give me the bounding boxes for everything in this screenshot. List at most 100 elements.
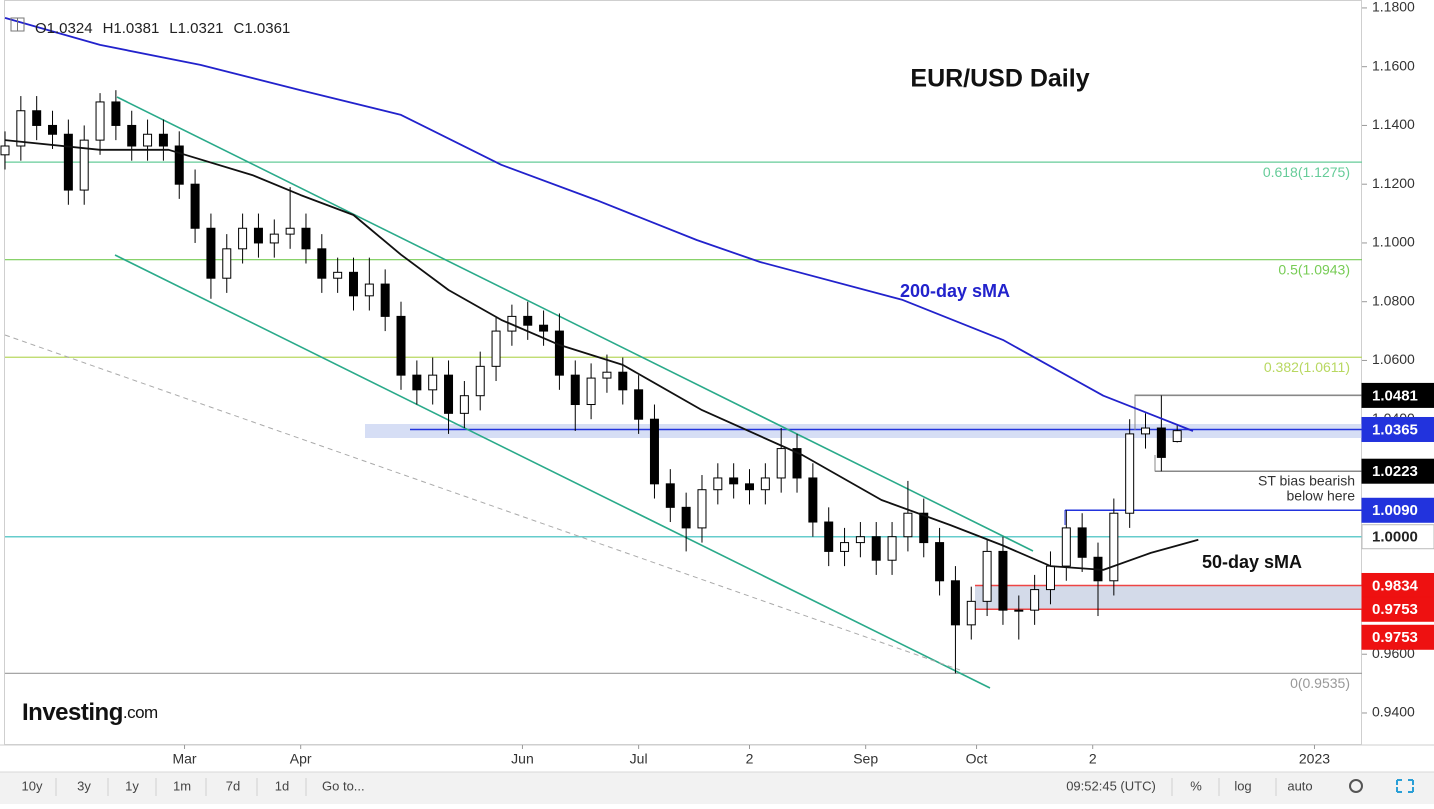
candle-body	[16, 110, 26, 147]
candle-body	[1045, 565, 1055, 591]
x-tick-label: Apr	[290, 751, 312, 767]
candle-body	[966, 600, 976, 626]
price-tags: 1.0481 1.0365 1.0223 1.0090 1.0000 0.9834 0.97…	[1361, 382, 1434, 650]
candle-body	[824, 521, 834, 552]
candle-body	[475, 365, 485, 397]
support-band	[365, 424, 1362, 438]
candle-body	[919, 512, 929, 544]
candle-body	[950, 580, 960, 626]
candle-body	[190, 183, 200, 229]
fib-label: 0(0.9535)	[1290, 675, 1350, 691]
candle-body	[792, 448, 802, 479]
candle-body	[63, 133, 73, 191]
logo: Investing.com	[22, 699, 158, 726]
candle-body	[681, 506, 691, 529]
high-connector	[1134, 394, 1362, 430]
candle-body	[523, 315, 533, 326]
candle-body	[348, 271, 358, 297]
y-tick-label: 1.1000	[1372, 234, 1415, 250]
zone	[975, 585, 1362, 610]
y-tick-label: 1.1400	[1372, 116, 1415, 132]
y-tick-label: 1.1800	[1372, 0, 1415, 15]
option-button[interactable]: %	[1190, 778, 1202, 793]
candle-body	[143, 133, 153, 147]
candle-body	[111, 101, 121, 126]
range-button[interactable]: 1y	[125, 778, 139, 793]
candle-body	[428, 374, 438, 391]
candle-body	[887, 536, 897, 561]
x-tick-label: 2023	[1299, 751, 1330, 767]
candle-body	[729, 477, 739, 485]
ohlc-header: O1.0324 H1.0381 L1.0321 C1.0361	[35, 20, 290, 37]
toolbar-bg	[0, 772, 1434, 804]
candle-body	[0, 145, 10, 156]
ohlc-key: L	[169, 20, 177, 37]
price-tag-label: 1.0481	[1372, 387, 1418, 404]
y-tick-label: 0.9400	[1372, 704, 1415, 720]
candle-body	[333, 271, 343, 279]
x-tick-label: Jul	[630, 751, 648, 767]
candle-body	[697, 489, 707, 529]
moving-averages	[4, 17, 1199, 571]
price-tag	[1361, 624, 1434, 650]
x-tick-label: Sep	[853, 751, 878, 767]
candle-body	[649, 418, 659, 485]
candle-body	[1172, 430, 1182, 443]
clock: 09:52:45 (UTC)	[1066, 778, 1156, 793]
candle-body	[269, 233, 279, 244]
ohlc-key: O	[35, 20, 47, 37]
candle-body	[1125, 433, 1135, 514]
price-tag-label: 1.0365	[1372, 421, 1418, 438]
range-button[interactable]: 1d	[275, 778, 289, 793]
annotation: ST bias bearish	[1258, 473, 1355, 489]
price-tag	[1361, 596, 1434, 622]
option-button[interactable]: auto	[1287, 778, 1312, 793]
labels: O1.0324 H1.0381 L1.0321 C1.0361 EUR/USD Dai…	[10, 17, 1356, 726]
sma50-label: 50-day sMA	[1202, 552, 1302, 572]
expand[interactable]	[1396, 779, 1414, 793]
gear[interactable]	[1349, 779, 1363, 793]
y-tick-label: 1.1200	[1372, 175, 1415, 191]
dashed-trend	[4, 334, 961, 671]
price-tag	[1361, 458, 1434, 484]
candle-body	[1077, 527, 1087, 558]
candle-body	[840, 542, 850, 552]
candle-body	[713, 477, 723, 491]
range-button[interactable]: 10y	[22, 778, 43, 793]
option-button[interactable]: log	[1234, 778, 1251, 793]
annotation: below here	[1287, 488, 1356, 504]
ohlc-value: 1.0381	[113, 20, 159, 37]
candle-body	[871, 536, 881, 561]
candle-body	[396, 315, 406, 376]
price-tag	[1361, 524, 1434, 550]
candle-body	[1030, 589, 1040, 611]
x-tick-label: 2	[1089, 751, 1097, 767]
candles	[0, 90, 1182, 674]
candle-body	[32, 110, 42, 126]
logo-name: Investing	[22, 699, 123, 726]
candle-body	[491, 330, 501, 367]
range-button[interactable]: 7d	[226, 778, 240, 793]
candle-body	[1014, 609, 1024, 612]
y-tick-label: 1.1600	[1372, 57, 1415, 73]
price-tag-label: 1.0090	[1372, 502, 1418, 519]
expand-icon[interactable]	[1396, 779, 1414, 793]
settings-icon[interactable]	[1349, 779, 1363, 793]
range-button[interactable]: 1m	[173, 778, 191, 793]
candle-body	[618, 371, 628, 391]
price-tag-label: 0.9753	[1372, 629, 1418, 646]
candle-body	[539, 324, 549, 332]
candle-body	[444, 374, 454, 414]
trend-lines	[4, 96, 1362, 689]
candle-body	[570, 374, 580, 406]
price-tag	[1361, 382, 1434, 408]
candle-body	[48, 124, 58, 135]
y-tick-label: 1.0600	[1372, 351, 1415, 367]
channel-upper	[116, 96, 1034, 552]
range-button[interactable]: 3y	[77, 778, 91, 793]
ohlc-key: C	[234, 20, 245, 37]
x-tick-label: Oct	[966, 751, 988, 767]
goto-button[interactable]: Go to...	[322, 778, 365, 793]
ohlc-value: 1.0361	[244, 20, 290, 37]
candle-body	[222, 248, 232, 279]
